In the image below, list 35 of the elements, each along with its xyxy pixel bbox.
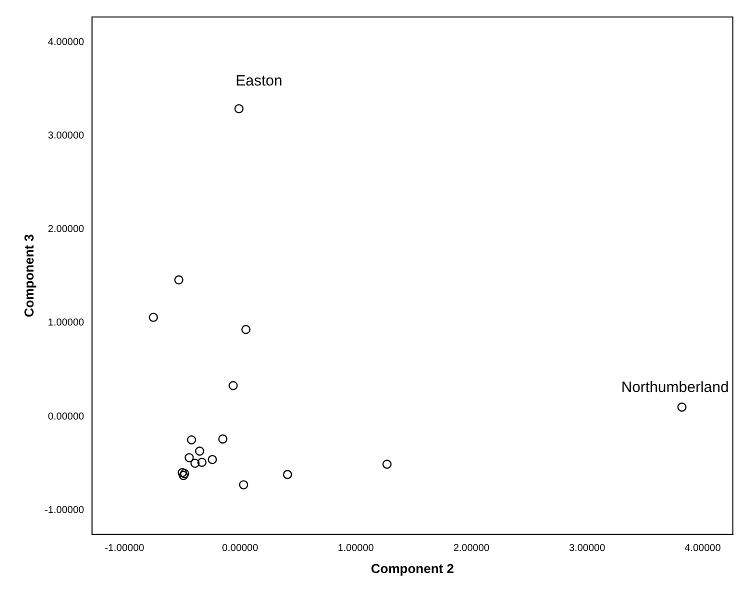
point [186,435,196,444]
point [382,460,392,469]
y-tick-label: 4.00000 [48,37,85,48]
point [178,470,188,480]
point [148,312,158,322]
x-tick-label: -1.00000 [104,543,145,554]
x-tick-label: 3.00000 [569,543,606,554]
x-tick-label: 2.00000 [453,543,490,554]
point [178,468,187,478]
y-axis-title: Component 3 [21,234,36,318]
point [218,434,228,444]
annotation: Northumberland [621,378,729,396]
point [677,402,687,412]
point [195,446,204,456]
point [234,104,244,114]
x-tick-label: 4.00000 [684,543,722,554]
point [238,480,248,490]
x-tick-label: 0.00000 [222,543,259,554]
point [180,468,190,478]
annotation: Easton [236,72,282,90]
point [228,381,238,390]
x-axis-title: Component 2 [370,560,454,576]
point [241,324,250,334]
point [174,275,184,285]
point [184,453,194,462]
point [208,454,217,464]
point [197,458,207,467]
point [190,458,200,468]
y-tick-label: -1.00000 [44,504,85,516]
y-tick-label: 2.00000 [48,224,85,236]
y-tick-label: 0.00000 [48,411,85,422]
point [282,470,292,480]
x-tick-label: 1.00000 [338,543,374,554]
y-tick-label: 3.00000 [48,130,85,142]
y-tick-label: 1.00000 [48,318,85,329]
